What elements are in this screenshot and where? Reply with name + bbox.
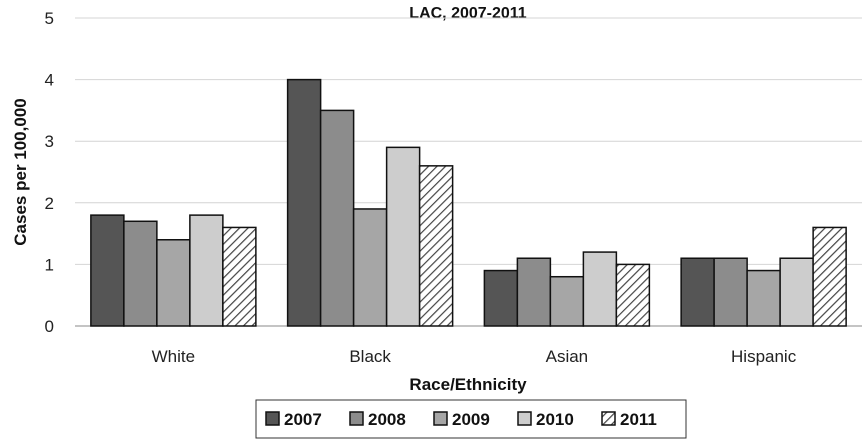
category-labels: White Black Asian Hispanic [152, 347, 797, 366]
legend-label-2008: 2008 [368, 410, 406, 429]
bar-hispanic-2008 [713, 257, 748, 327]
bar-asian-2011 [615, 263, 651, 327]
legend-label-2010: 2010 [536, 410, 574, 429]
bar-hispanic-2011 [812, 226, 847, 327]
category-label: Black [349, 347, 391, 366]
bar-black-2009 [352, 208, 388, 327]
bar-asian-2008 [516, 257, 552, 327]
y-tick-label: 1 [45, 255, 54, 274]
bar-black-2008 [319, 109, 355, 327]
y-axis-title: Cases per 100,000 [11, 98, 30, 245]
bar-black-2011 [418, 165, 454, 327]
bar-asian-2009 [549, 275, 585, 327]
bar-black-2010 [385, 146, 421, 327]
bar-white-2007 [90, 214, 125, 327]
legend-swatch-2010 [517, 411, 532, 426]
bar-hispanic-2007 [680, 257, 715, 327]
bar-asian-2010 [582, 251, 618, 327]
legend-label-2009: 2009 [452, 410, 490, 429]
y-tick-labels: 0 1 2 3 4 5 [45, 9, 54, 336]
bar-hispanic-2009 [746, 269, 781, 327]
category-label: Hispanic [731, 347, 797, 366]
bars [90, 78, 847, 327]
category-label: White [152, 347, 195, 366]
bar-hispanic-2010 [779, 257, 814, 327]
y-tick-label: 3 [45, 132, 54, 151]
bar-white-2009 [156, 239, 191, 327]
chart-title: LAC, 2007-2011 [409, 5, 527, 22]
x-axis-title: Race/Ethnicity [409, 375, 527, 394]
bar-white-2008 [123, 220, 158, 327]
y-tick-label: 4 [45, 71, 54, 90]
legend-swatch-2011 [601, 411, 616, 426]
legend-label-2011: 2011 [620, 410, 657, 429]
bar-asian-2007 [483, 269, 519, 327]
legend-label-2007: 2007 [284, 410, 322, 429]
legend-swatch-2008 [349, 411, 364, 426]
bar-white-2011 [222, 226, 257, 327]
bar-white-2010 [189, 214, 224, 327]
category-label: Asian [546, 347, 589, 366]
y-tick-label: 2 [45, 194, 54, 213]
legend-swatch-2009 [433, 411, 448, 426]
legend-swatch-2007 [265, 411, 280, 426]
legend: 2007 2008 2009 2010 2011 [255, 399, 687, 439]
bar-black-2007 [286, 78, 322, 327]
y-tick-label: 5 [45, 9, 54, 28]
y-tick-label: 0 [45, 317, 54, 336]
